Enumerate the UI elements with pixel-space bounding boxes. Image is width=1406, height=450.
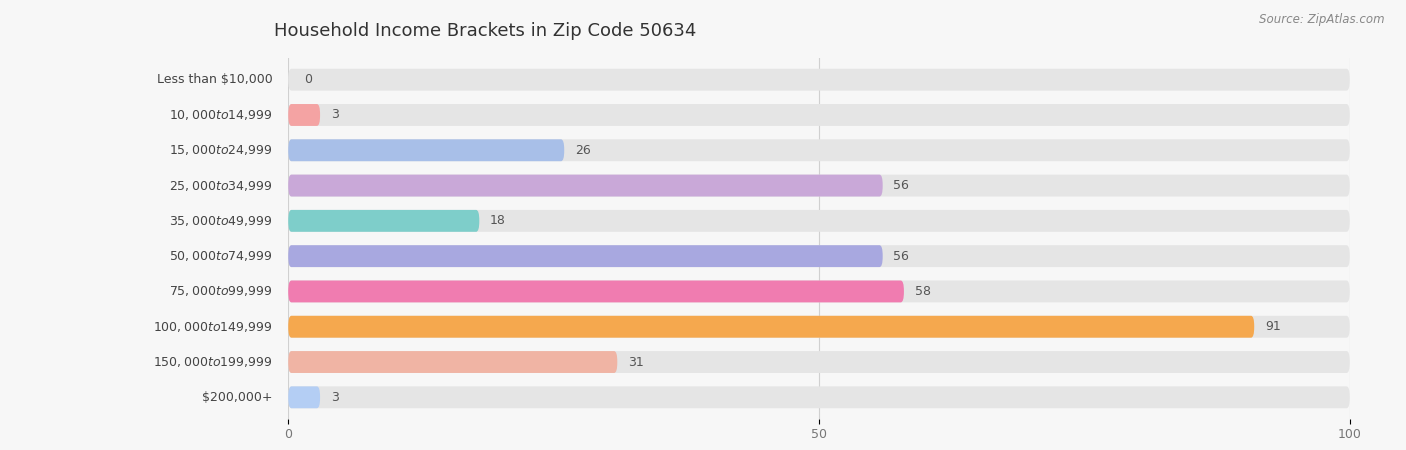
FancyBboxPatch shape	[288, 387, 321, 408]
Text: Less than $10,000: Less than $10,000	[156, 73, 273, 86]
FancyBboxPatch shape	[288, 280, 1350, 302]
Text: $15,000 to $24,999: $15,000 to $24,999	[169, 143, 273, 157]
FancyBboxPatch shape	[288, 140, 1350, 161]
Text: 18: 18	[489, 214, 506, 227]
Text: $50,000 to $74,999: $50,000 to $74,999	[169, 249, 273, 263]
FancyBboxPatch shape	[288, 387, 1350, 408]
FancyBboxPatch shape	[288, 175, 1350, 197]
Text: Source: ZipAtlas.com: Source: ZipAtlas.com	[1260, 14, 1385, 27]
Text: Household Income Brackets in Zip Code 50634: Household Income Brackets in Zip Code 50…	[274, 22, 696, 40]
Text: $25,000 to $34,999: $25,000 to $34,999	[169, 179, 273, 193]
FancyBboxPatch shape	[288, 104, 321, 126]
Text: 3: 3	[330, 108, 339, 122]
Text: 0: 0	[304, 73, 312, 86]
Text: 56: 56	[893, 250, 910, 263]
Text: $75,000 to $99,999: $75,000 to $99,999	[169, 284, 273, 298]
Text: $10,000 to $14,999: $10,000 to $14,999	[169, 108, 273, 122]
FancyBboxPatch shape	[288, 280, 904, 302]
FancyBboxPatch shape	[288, 140, 564, 161]
FancyBboxPatch shape	[288, 316, 1350, 338]
Text: 31: 31	[628, 356, 644, 369]
FancyBboxPatch shape	[288, 316, 1254, 338]
Text: 3: 3	[330, 391, 339, 404]
FancyBboxPatch shape	[288, 245, 883, 267]
FancyBboxPatch shape	[288, 210, 479, 232]
FancyBboxPatch shape	[288, 245, 1350, 267]
Text: 26: 26	[575, 144, 591, 157]
Text: $100,000 to $149,999: $100,000 to $149,999	[153, 320, 273, 334]
FancyBboxPatch shape	[288, 69, 1350, 90]
Text: $150,000 to $199,999: $150,000 to $199,999	[153, 355, 273, 369]
FancyBboxPatch shape	[288, 351, 1350, 373]
FancyBboxPatch shape	[288, 104, 1350, 126]
Text: $35,000 to $49,999: $35,000 to $49,999	[169, 214, 273, 228]
Text: $200,000+: $200,000+	[202, 391, 273, 404]
Text: 56: 56	[893, 179, 910, 192]
Text: 58: 58	[914, 285, 931, 298]
FancyBboxPatch shape	[288, 210, 1350, 232]
FancyBboxPatch shape	[288, 175, 883, 197]
Text: 91: 91	[1265, 320, 1281, 333]
FancyBboxPatch shape	[288, 351, 617, 373]
